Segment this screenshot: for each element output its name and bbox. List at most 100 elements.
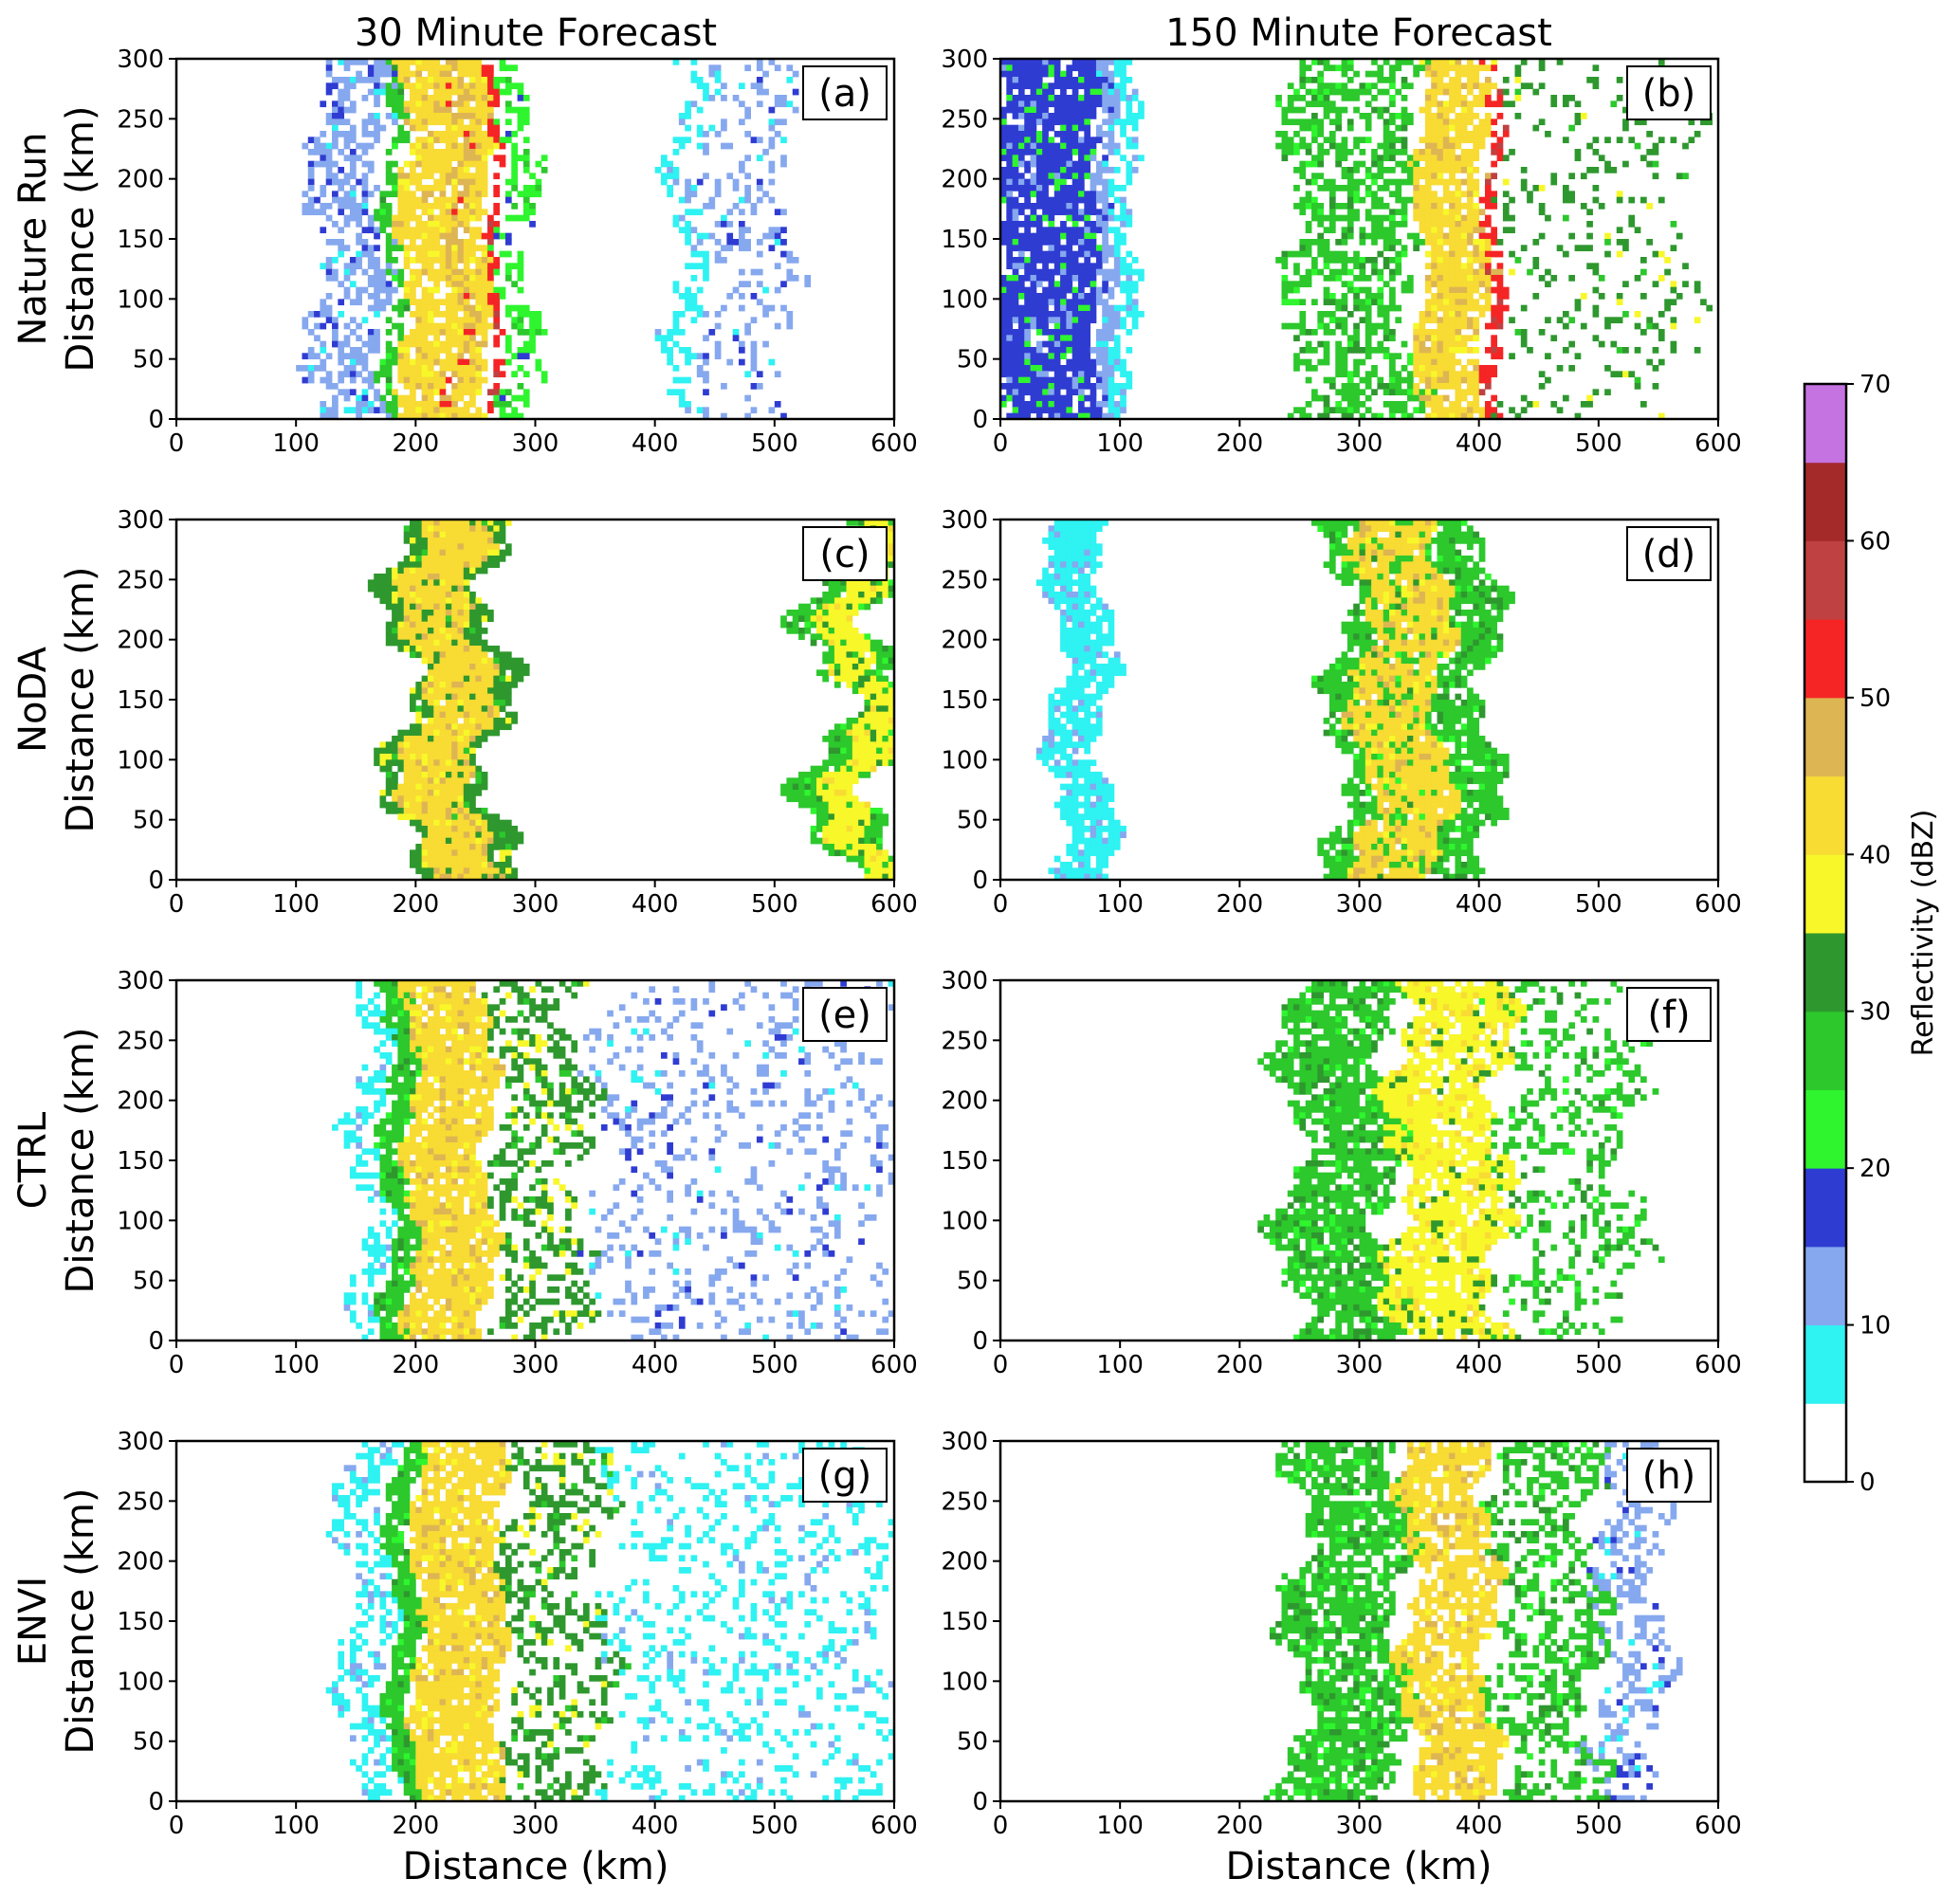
field-cell (427, 347, 434, 354)
field-cell (1113, 365, 1121, 372)
field-cell (1305, 149, 1312, 155)
field-cell (475, 531, 483, 538)
field-cell (457, 70, 465, 78)
field-cell (1389, 275, 1396, 282)
field-cell (1328, 317, 1336, 324)
field-cell (433, 77, 440, 83)
field-cell (828, 603, 835, 611)
field-cell (1467, 257, 1474, 264)
field-cell (392, 358, 398, 366)
field-cell (1437, 322, 1444, 330)
field-cell (1042, 155, 1049, 162)
field-cell (469, 275, 476, 282)
field-cell (1006, 232, 1014, 240)
field-cell (415, 232, 423, 240)
field-cell (469, 64, 476, 72)
field-cell (463, 389, 470, 396)
field-cell (320, 227, 327, 234)
field-cell (1090, 317, 1097, 324)
field-cell (445, 167, 452, 173)
field-cell (439, 275, 447, 282)
field-cell (1455, 340, 1462, 348)
field-cell (1317, 317, 1325, 324)
field-cell (481, 549, 488, 556)
field-cell (1317, 77, 1325, 83)
field-cell (1108, 335, 1115, 342)
field-cell (703, 131, 709, 137)
field-cell (397, 100, 405, 108)
field-cell (1406, 167, 1414, 173)
field-cell (1035, 239, 1043, 246)
field-cell (1090, 304, 1097, 312)
field-cell (804, 275, 812, 282)
field-cell (1610, 167, 1618, 173)
field-cell (1017, 245, 1025, 252)
field-cell (1449, 322, 1456, 330)
field-cell (1317, 124, 1325, 132)
field-cell (1293, 268, 1300, 276)
field-cell (421, 597, 429, 605)
field-cell (1066, 394, 1073, 402)
field-cell (1095, 77, 1103, 83)
field-cell (1437, 196, 1444, 204)
field-cell (463, 185, 470, 192)
field-cell (445, 401, 452, 408)
field-cell (1639, 196, 1647, 204)
field-cell (1455, 358, 1462, 366)
field-cell (481, 556, 488, 562)
field-cell (1389, 299, 1396, 306)
field-cell (493, 543, 501, 551)
field-cell (1012, 221, 1019, 228)
field-cell (403, 353, 411, 360)
field-cell (469, 149, 476, 155)
field-cell (1592, 304, 1600, 312)
field-cell (1012, 149, 1019, 155)
field-cell (1012, 347, 1019, 354)
field-cell (1012, 286, 1019, 294)
field-cell (1442, 340, 1450, 348)
field-cell (385, 82, 393, 90)
field-cell (325, 268, 333, 276)
field-cell (1078, 322, 1085, 330)
field-cell (1126, 371, 1133, 378)
field-cell (517, 82, 524, 90)
field-cell (1048, 82, 1055, 90)
field-cell (332, 178, 339, 186)
field-cell (410, 245, 416, 252)
field-cell (481, 137, 488, 144)
field-cell (421, 561, 429, 569)
field-cell (1467, 358, 1474, 366)
field-cell (1610, 317, 1618, 324)
field-cell (1281, 119, 1289, 126)
field-cell (320, 299, 327, 306)
field-cell (1467, 155, 1474, 162)
field-cell (1042, 203, 1049, 210)
field-cell (439, 178, 447, 186)
field-cell (1401, 77, 1408, 83)
field-cell (433, 520, 440, 526)
field-cell (1460, 106, 1468, 114)
field-cell (1006, 389, 1014, 396)
field-cell (463, 340, 470, 348)
field-cell (427, 257, 434, 264)
field-cell (1113, 358, 1121, 366)
field-cell (1424, 64, 1432, 72)
field-cell (427, 567, 434, 575)
field-cell (1084, 160, 1091, 168)
field-cell (1353, 70, 1360, 78)
field-cell (1012, 340, 1019, 348)
x-tick-label: 200 (393, 429, 440, 458)
field-cell (1012, 407, 1019, 414)
field-cell (1365, 119, 1372, 126)
field-cell (463, 191, 470, 198)
field-cell (1467, 88, 1474, 96)
field-cell (1437, 407, 1444, 414)
field-cell (1455, 250, 1462, 258)
field-cell (1538, 59, 1546, 65)
field-cell (410, 520, 416, 526)
field-cell (1442, 191, 1450, 198)
field-cell (1413, 347, 1420, 354)
field-cell (325, 407, 333, 414)
field-cell (1484, 412, 1492, 420)
field-cell (320, 358, 327, 366)
